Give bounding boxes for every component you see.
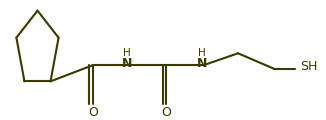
Text: H: H [123,48,131,58]
Text: N: N [197,57,207,70]
Text: SH: SH [300,60,318,73]
Text: O: O [161,106,171,119]
Text: N: N [122,57,132,70]
Text: O: O [88,106,98,119]
Text: H: H [198,48,206,58]
